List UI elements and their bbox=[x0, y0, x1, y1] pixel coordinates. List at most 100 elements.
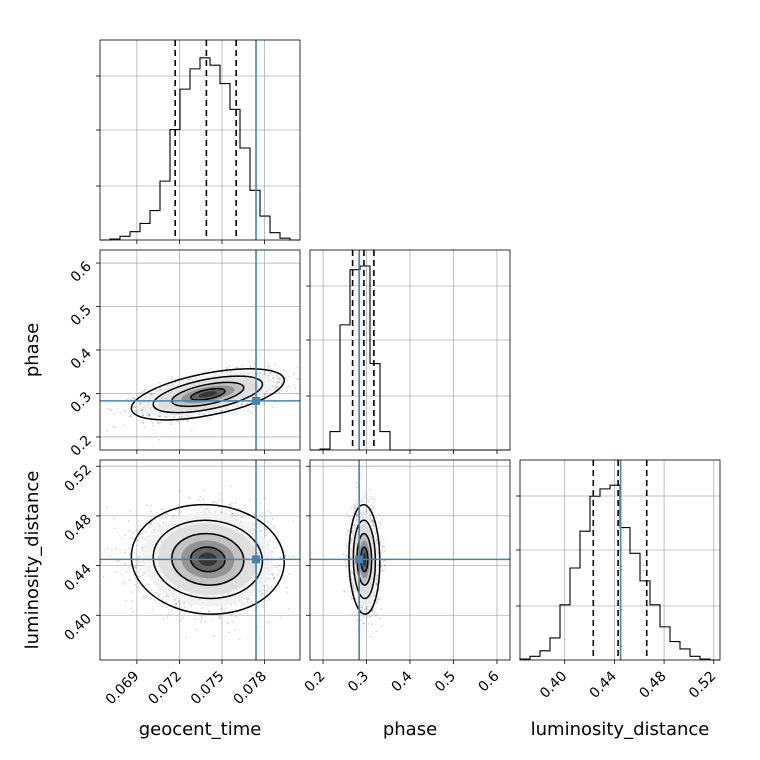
scatter-point bbox=[139, 403, 142, 406]
scatter-point bbox=[260, 593, 263, 596]
scatter-point bbox=[162, 521, 165, 524]
scatter-point bbox=[143, 389, 146, 392]
scatter-point bbox=[279, 378, 281, 381]
scatter-point bbox=[130, 600, 133, 603]
scatter-point bbox=[138, 405, 141, 408]
scatter-point bbox=[115, 571, 117, 574]
scatter-point bbox=[129, 510, 131, 513]
scatter-point bbox=[129, 414, 132, 417]
scatter-point bbox=[278, 377, 281, 380]
scatter-point bbox=[193, 618, 196, 621]
scatter-point bbox=[124, 551, 126, 554]
scatter-point bbox=[267, 370, 270, 373]
scatter-point bbox=[139, 533, 142, 536]
y-tick-label: 0.5 bbox=[68, 302, 95, 329]
scatter-point bbox=[243, 504, 246, 507]
scatter-point bbox=[141, 549, 144, 552]
scatter-point bbox=[230, 512, 233, 515]
scatter-point bbox=[125, 599, 128, 602]
scatter-point bbox=[102, 575, 105, 578]
scatter-point bbox=[150, 393, 152, 396]
scatter-point bbox=[285, 586, 288, 589]
scatter-point bbox=[164, 516, 167, 519]
scatter-point bbox=[136, 586, 139, 589]
scatter-point bbox=[263, 497, 266, 500]
scatter-point bbox=[158, 381, 160, 384]
scatter-point bbox=[281, 381, 284, 384]
scatter-point bbox=[157, 421, 159, 424]
scatter-point bbox=[109, 409, 112, 412]
scatter-point bbox=[171, 378, 173, 381]
scatter-point bbox=[173, 598, 175, 601]
scatter-point bbox=[278, 381, 281, 384]
scatter-point bbox=[175, 602, 178, 604]
scatter-point bbox=[159, 388, 162, 391]
scatter-point bbox=[228, 503, 231, 506]
scatter-point bbox=[275, 386, 278, 389]
scatter-point bbox=[265, 599, 268, 602]
scatter-point bbox=[174, 381, 177, 384]
scatter-point bbox=[134, 567, 137, 569]
scatter-point bbox=[270, 367, 273, 370]
scatter-point bbox=[265, 392, 268, 395]
scatter-point bbox=[145, 414, 148, 417]
scatter-point bbox=[152, 424, 155, 427]
scatter-point bbox=[140, 401, 142, 404]
scatter-point bbox=[212, 501, 214, 504]
contour-line bbox=[152, 375, 264, 414]
scatter-point bbox=[139, 575, 142, 578]
scatter-point bbox=[199, 495, 202, 498]
scatter-point bbox=[272, 577, 275, 580]
scatter-panel-geocent_time-phase: 0.20.30.40.50.6 bbox=[68, 249, 301, 460]
scatter-point bbox=[260, 372, 263, 374]
scatter-point bbox=[177, 420, 180, 423]
scatter-point bbox=[175, 602, 177, 605]
scatter-point bbox=[271, 572, 274, 575]
scatter-point bbox=[175, 603, 177, 605]
scatter-point bbox=[273, 577, 275, 580]
scatter-point bbox=[269, 388, 272, 391]
scatter-point bbox=[149, 392, 152, 395]
scatter-point bbox=[195, 376, 198, 379]
scatter-point bbox=[106, 407, 109, 410]
scatter-point bbox=[128, 567, 131, 569]
scatter-point bbox=[143, 388, 146, 391]
scatter-point bbox=[134, 410, 137, 413]
hist-panel-phase bbox=[306, 249, 511, 454]
scatter-point bbox=[213, 411, 216, 414]
scatter-point bbox=[142, 414, 144, 416]
scatter-point bbox=[137, 575, 140, 578]
scatter-point bbox=[275, 375, 278, 378]
scatter-point bbox=[213, 635, 216, 638]
scatter-point bbox=[148, 525, 151, 528]
scatter-point bbox=[161, 508, 163, 511]
scatter-point bbox=[273, 381, 276, 383]
scatter-point bbox=[165, 594, 168, 597]
scatter-point bbox=[159, 593, 162, 596]
scatter-point bbox=[271, 406, 274, 409]
scatter-point bbox=[128, 411, 130, 414]
scatter-point bbox=[191, 414, 193, 417]
scatter-point bbox=[269, 621, 271, 624]
scatter-point bbox=[193, 508, 196, 511]
y-tick-label: 0.4 bbox=[68, 345, 95, 372]
scatter-point bbox=[203, 413, 206, 416]
scatter-point bbox=[235, 413, 238, 416]
scatter-point bbox=[246, 402, 249, 405]
scatter-point bbox=[180, 415, 183, 418]
scatter-point bbox=[248, 597, 250, 600]
scatter-point bbox=[158, 438, 161, 441]
scatter-point bbox=[209, 418, 212, 421]
scatter-point bbox=[276, 374, 279, 376]
scatter-point bbox=[141, 409, 144, 411]
scatter-point bbox=[263, 401, 266, 404]
scatter-point bbox=[225, 622, 228, 625]
scatter-point bbox=[302, 554, 304, 556]
scatter-point bbox=[272, 525, 275, 528]
scatter-point bbox=[269, 512, 272, 514]
contour-line bbox=[130, 368, 286, 421]
scatter-point bbox=[263, 372, 265, 375]
scatter-point bbox=[165, 415, 168, 418]
scatter-point bbox=[276, 381, 279, 383]
